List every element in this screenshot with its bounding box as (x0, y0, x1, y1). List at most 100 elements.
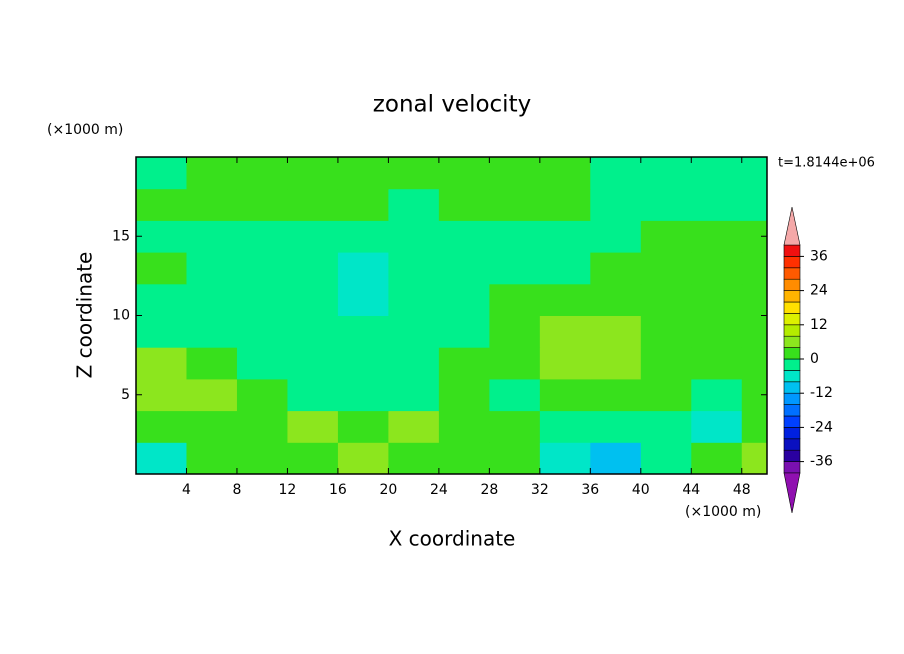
x-tick-label: 36 (581, 482, 599, 498)
contour-cell (136, 157, 187, 190)
chart-title: zonal velocity (373, 92, 531, 118)
contour-cell (186, 188, 238, 221)
contour-cell (388, 220, 440, 253)
contour-cell (136, 315, 187, 348)
contour-cell (640, 157, 692, 190)
contour-cell (691, 220, 743, 253)
contour-cell (590, 378, 642, 412)
time-label: t=1.8144e+06 (778, 156, 875, 171)
x-tick-label: 4 (182, 482, 191, 498)
contour-cell (539, 410, 591, 443)
contour-cell (136, 220, 187, 253)
contour-cell (337, 347, 389, 380)
contour-cell (438, 442, 490, 475)
contour-cell (388, 315, 440, 348)
contour-cell (539, 157, 591, 190)
contour-cell (590, 252, 642, 285)
contour-cell (136, 347, 187, 380)
contour-cell (640, 442, 692, 475)
x-tick-label: 48 (733, 482, 751, 498)
contour-cell (590, 220, 642, 253)
contour-cell (287, 315, 339, 348)
contour-cell (287, 283, 339, 316)
contour-cell (741, 347, 768, 380)
contour-cell (337, 157, 389, 190)
contour-cell (438, 283, 490, 316)
contour-cell (337, 378, 389, 412)
contour-cell (438, 252, 490, 285)
contour-cell (741, 283, 768, 316)
contour-cell (136, 410, 187, 443)
contour-cell (489, 252, 541, 285)
contour-cell (489, 378, 541, 412)
colorbar-box (783, 358, 801, 371)
contour-cell (741, 188, 768, 221)
contour-cell (590, 188, 642, 221)
contour-cell (136, 378, 187, 412)
x-tick-label: 40 (632, 482, 650, 498)
x-unit: (×1000 m) (685, 504, 761, 520)
contour-cell (640, 347, 692, 380)
contour-cell (640, 188, 692, 221)
contour-cell (640, 252, 692, 285)
contour-cell (438, 157, 490, 190)
colorbar-box (783, 290, 801, 303)
contour-cell (136, 283, 187, 316)
x-tick-label: 24 (430, 482, 448, 498)
contour-cell (691, 378, 743, 412)
contour-cell (186, 378, 238, 412)
contour-cell (539, 315, 591, 348)
contour-cell (287, 378, 339, 412)
contour-cell (287, 220, 339, 253)
contour-cell (438, 220, 490, 253)
colorbar-tick-label: -36 (810, 454, 833, 470)
contour-cell (640, 220, 692, 253)
x-tick-label: 32 (531, 482, 549, 498)
contour-cell (438, 347, 490, 380)
colorbar-box (783, 392, 801, 405)
contour-cell (337, 442, 389, 475)
contour-cell (691, 157, 743, 190)
contour-cell (691, 188, 743, 221)
x-tick-label: 16 (329, 482, 347, 498)
contour-cell (691, 315, 743, 348)
contour-cell (388, 442, 440, 475)
contour-cell (236, 157, 288, 190)
field (136, 157, 768, 475)
contour-cell (741, 315, 768, 348)
contour-cell (590, 283, 642, 316)
contour-cell (539, 188, 591, 221)
colorbar-box (783, 313, 801, 326)
contour-cell (489, 283, 541, 316)
contour-cell (590, 157, 642, 190)
contour-cell (186, 220, 238, 253)
contour-cell (236, 315, 288, 348)
contour-cell (539, 347, 591, 380)
contour-cell (186, 283, 238, 316)
colorbar-box (783, 244, 801, 257)
colorbar-box (783, 347, 801, 360)
contour-cell (337, 220, 389, 253)
x-tick-label: 28 (480, 482, 498, 498)
contour-cell (388, 378, 440, 412)
colorbar-box (783, 278, 801, 291)
contour-cell (388, 283, 440, 316)
contour-cell (236, 188, 288, 221)
x-tick-label: 20 (379, 482, 397, 498)
contour-cell (539, 220, 591, 253)
contour-cell (388, 410, 440, 443)
contour-cell (539, 442, 591, 475)
contour-cell (489, 220, 541, 253)
contour-cell (691, 252, 743, 285)
colorbar-extend-low (783, 472, 801, 514)
contour-cell (287, 410, 339, 443)
contour-cell (337, 315, 389, 348)
colorbar-tick-label: 36 (810, 248, 828, 264)
colorbar-box (783, 461, 801, 474)
contour-cell (337, 252, 389, 285)
contour-cell (388, 157, 440, 190)
contour-cell (691, 283, 743, 316)
contour-cell (590, 442, 642, 475)
contour-cell (489, 157, 541, 190)
contour-cell (590, 315, 642, 348)
